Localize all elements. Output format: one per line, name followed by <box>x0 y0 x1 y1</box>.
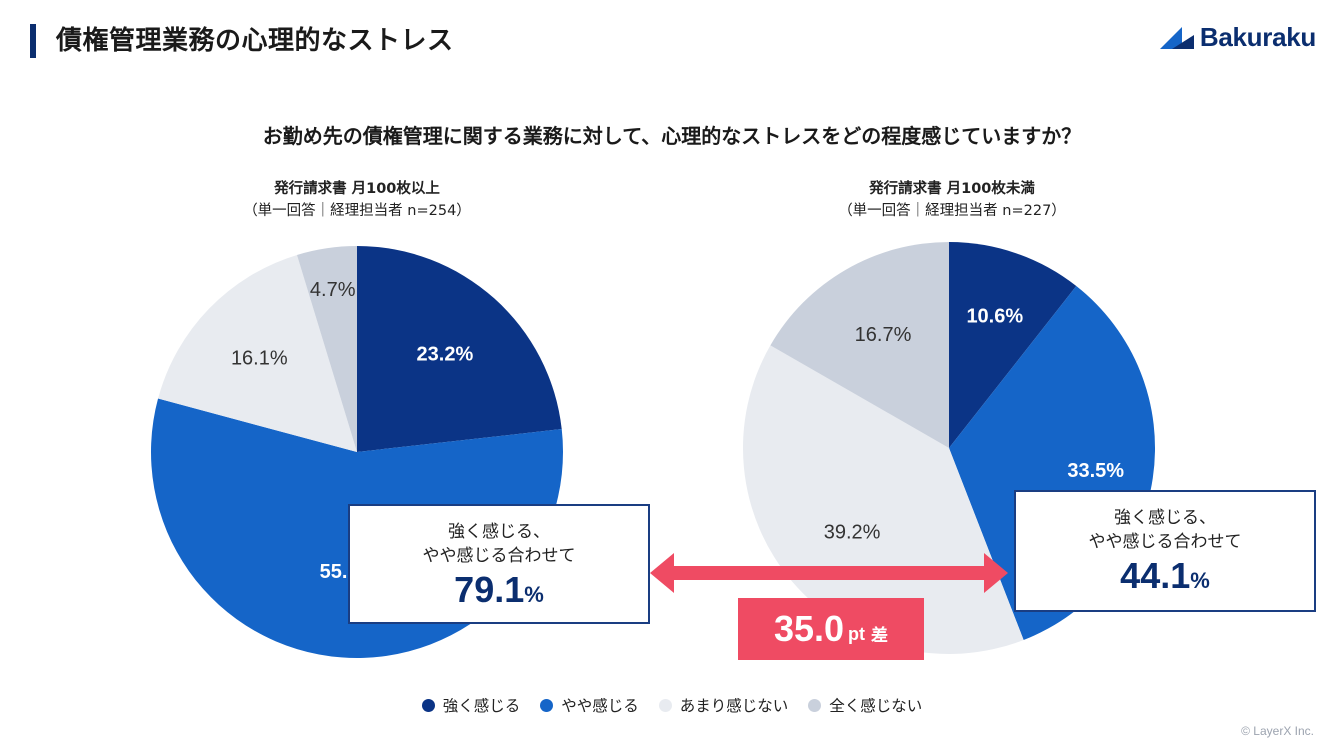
pie-slice <box>296 246 357 452</box>
left-callout-unit: % <box>524 582 544 607</box>
legend-item: 強く感じる <box>421 694 521 716</box>
legend-item: 全く感じない <box>808 694 922 716</box>
legend-item: やや感じる <box>540 694 639 716</box>
slice-label: 10.6% <box>966 306 1023 328</box>
difference-value: 35.0 <box>773 608 845 649</box>
comparison-arrow <box>650 553 1008 593</box>
difference-unit: pt <box>848 623 866 644</box>
pie-slice <box>158 254 357 452</box>
brand-logo: Bakuraku <box>1159 22 1316 53</box>
legend-label: やや感じる <box>561 697 639 715</box>
left-chart-heading: 発行請求書 月100枚以上 （単一回答｜経理担当者 n=254） <box>147 178 567 222</box>
right-chart-heading: 発行請求書 月100枚未満 （単一回答｜経理担当者 n=227） <box>742 178 1162 222</box>
legend-dot-icon <box>540 698 554 712</box>
legend-dot-icon <box>658 698 672 712</box>
left-callout-value: 79.1 <box>454 569 525 610</box>
pie-slice <box>770 241 949 448</box>
legend-label: あまり感じない <box>679 697 789 715</box>
left-combined-callout: 強く感じる、 やや感じる合わせて 79.1% <box>348 504 650 624</box>
pie-slice <box>949 242 1077 448</box>
legend-item: あまり感じない <box>658 694 789 716</box>
title-accent-bar <box>30 24 36 58</box>
left-callout-label-1: 強く感じる、 <box>448 522 550 542</box>
slice-label: 33.5% <box>1067 460 1124 482</box>
legend: 強く感じる やや感じる あまり感じない 全く感じない <box>0 694 1344 716</box>
slice-label: 39.2% <box>824 521 881 543</box>
legend-dot-icon <box>808 698 822 712</box>
slice-label: 16.1% <box>231 348 288 370</box>
survey-question: お勤め先の債権管理に関する業務に対して、心理的なストレスをどの程度感じていますか… <box>262 124 1082 148</box>
logo-text: Bakuraku <box>1199 22 1316 52</box>
legend-label: 強く感じる <box>442 697 521 715</box>
left-callout-label-2: やや感じる合わせて <box>422 546 576 566</box>
page-title: 債権管理業務の心理的なストレス <box>56 26 454 56</box>
difference-badge: 35.0 pt 差 <box>738 598 924 660</box>
right-callout-label-2: やや感じる合わせて <box>1088 532 1242 552</box>
right-combined-callout: 強く感じる、 やや感じる合わせて 44.1% <box>1014 490 1316 612</box>
pie-slice <box>357 246 562 452</box>
right-callout-label-1: 強く感じる、 <box>1114 508 1216 528</box>
bakuraku-logo-icon <box>1159 26 1194 49</box>
slice-label: 4.7% <box>310 279 356 301</box>
left-chart-title: 発行請求書 月100枚以上 <box>274 181 440 197</box>
left-chart-subtitle: （単一回答｜経理担当者 n=254） <box>243 203 471 219</box>
difference-suffix: 差 <box>871 625 889 646</box>
right-chart-subtitle: （単一回答｜経理担当者 n=227） <box>838 203 1066 219</box>
right-callout-unit: % <box>1190 568 1210 593</box>
legend-dot-icon <box>421 698 435 712</box>
right-chart-title: 発行請求書 月100枚未満 <box>869 181 1035 197</box>
slice-label: 23.2% <box>417 344 474 366</box>
right-callout-value: 44.1 <box>1120 555 1191 596</box>
slice-label: 16.7% <box>855 324 912 346</box>
double-arrow-icon <box>650 553 1008 593</box>
copyright: © LayerX Inc. <box>1241 724 1314 738</box>
legend-label: 全く感じない <box>829 697 923 715</box>
